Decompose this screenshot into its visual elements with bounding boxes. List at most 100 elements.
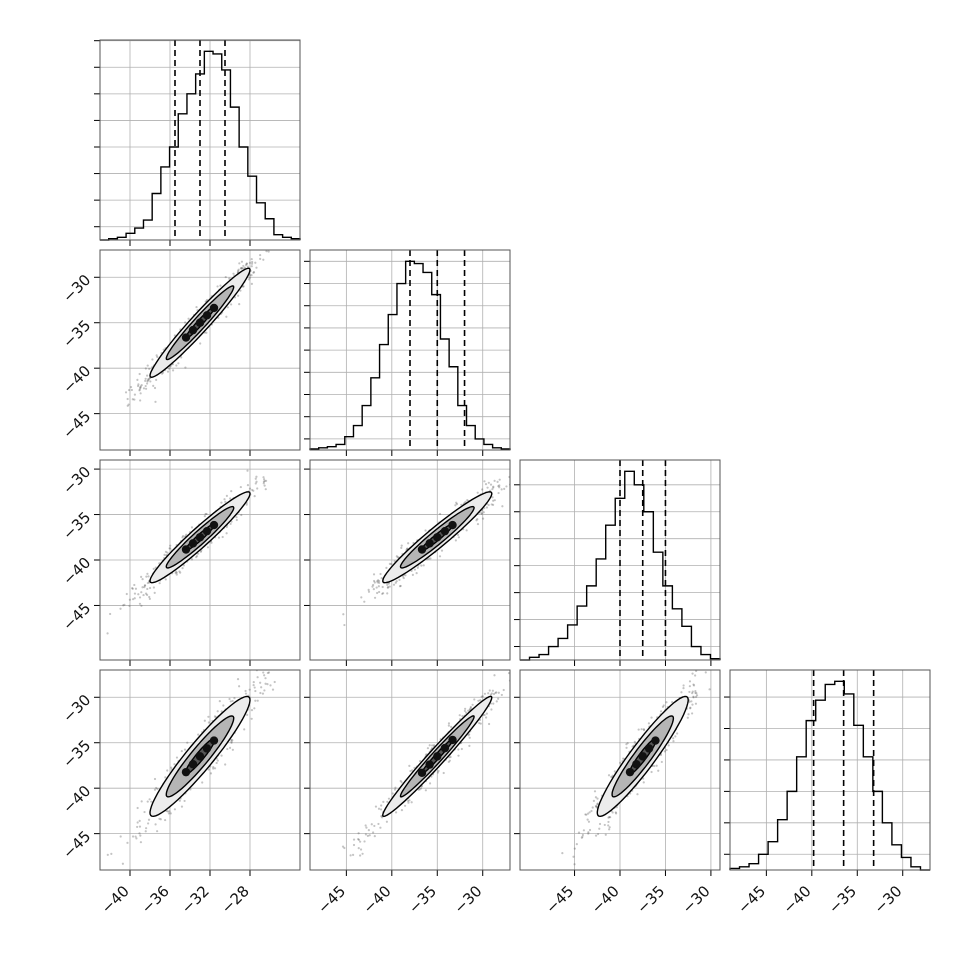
- sample-point: [691, 703, 694, 706]
- x-tick-label: −30: [679, 882, 714, 917]
- sample-point: [144, 379, 147, 383]
- sample-point: [174, 571, 177, 575]
- sample-point: [153, 788, 157, 791]
- sample-point: [370, 823, 373, 826]
- sample-point: [468, 733, 471, 736]
- sample-point: [493, 479, 496, 482]
- sample-point: [143, 586, 146, 589]
- sample-point: [147, 822, 150, 825]
- sample-point: [480, 512, 484, 516]
- sample-point: [147, 818, 151, 821]
- sample-point: [492, 485, 495, 488]
- sample-point: [183, 748, 187, 751]
- sample-point: [409, 769, 412, 773]
- sample-point: [138, 602, 142, 605]
- sample-point: [144, 387, 148, 390]
- sample-point: [481, 488, 484, 491]
- sample-point: [259, 691, 262, 695]
- sample-point: [251, 260, 254, 264]
- sample-point: [213, 715, 217, 718]
- sample-point: [482, 511, 485, 514]
- density-peak-dot: [209, 520, 219, 530]
- sample-point: [248, 688, 251, 691]
- sample-point: [156, 787, 159, 791]
- sample-point: [189, 788, 192, 791]
- y-tick-label: −45: [59, 827, 94, 862]
- sample-point: [595, 805, 598, 808]
- sample-point: [158, 582, 161, 585]
- sample-point: [239, 289, 242, 292]
- sample-point: [476, 522, 480, 526]
- sample-point: [456, 533, 460, 536]
- sample-point: [253, 495, 256, 498]
- sample-point: [248, 276, 252, 279]
- sample-point: [166, 370, 170, 373]
- density-peak-dot: [181, 767, 191, 777]
- sample-point: [695, 692, 698, 695]
- sample-point: [360, 596, 363, 599]
- sample-point: [146, 380, 149, 383]
- sample-point: [164, 578, 167, 581]
- sample-point: [197, 733, 200, 736]
- sample-point: [166, 810, 169, 813]
- sample-point: [279, 245, 281, 247]
- sample-point: [689, 707, 692, 710]
- sample-point: [424, 789, 427, 792]
- sample-point: [585, 813, 588, 816]
- sample-point: [640, 728, 643, 731]
- sample-point: [457, 754, 460, 757]
- sample-point: [372, 583, 375, 587]
- sample-point: [516, 472, 518, 474]
- sample-point: [128, 598, 131, 601]
- sample-point: [694, 674, 697, 677]
- sample-point: [372, 573, 376, 576]
- sample-point: [240, 266, 243, 270]
- sample-point: [267, 250, 270, 253]
- sample-point: [695, 670, 698, 673]
- sample-point: [523, 462, 525, 464]
- sample-point: [136, 378, 139, 381]
- sample-point: [262, 482, 265, 485]
- sample-point: [495, 691, 498, 694]
- sample-point: [109, 612, 112, 616]
- panel-2-1: [304, 459, 525, 666]
- sample-point: [363, 600, 366, 603]
- density-peak-dot: [209, 736, 219, 745]
- sample-point: [136, 821, 139, 824]
- sample-point: [156, 355, 159, 359]
- sample-point: [138, 372, 141, 376]
- sample-point: [607, 774, 611, 777]
- sample-point: [148, 597, 151, 601]
- sample-point: [187, 317, 190, 320]
- sample-point: [497, 697, 500, 700]
- sample-point: [447, 760, 450, 764]
- sample-point: [131, 598, 135, 601]
- sample-point: [201, 781, 204, 784]
- sample-point: [139, 386, 142, 390]
- sample-point: [137, 383, 140, 386]
- sample-point: [220, 754, 223, 757]
- sample-point: [371, 585, 374, 588]
- sample-point: [492, 499, 495, 502]
- sample-point: [239, 267, 243, 270]
- sample-point: [429, 557, 432, 560]
- panel-frame: [729, 669, 931, 871]
- sample-point: [467, 709, 470, 712]
- sample-point: [376, 591, 379, 595]
- sample-point: [671, 700, 674, 704]
- sample-point: [248, 487, 252, 490]
- sample-point: [505, 485, 508, 488]
- sample-point: [593, 790, 597, 793]
- sample-point: [140, 383, 143, 387]
- sample-point: [144, 592, 148, 595]
- sample-point: [460, 503, 463, 506]
- sample-point: [447, 724, 450, 727]
- sample-point: [378, 581, 381, 584]
- panel-frame: [99, 459, 301, 661]
- sample-point: [458, 714, 461, 717]
- panel-3-1: −45 −40 −35 −30: [304, 669, 511, 917]
- sample-point: [145, 575, 148, 578]
- sample-point: [587, 820, 591, 823]
- sample-point: [547, 890, 549, 892]
- sample-point: [596, 803, 599, 806]
